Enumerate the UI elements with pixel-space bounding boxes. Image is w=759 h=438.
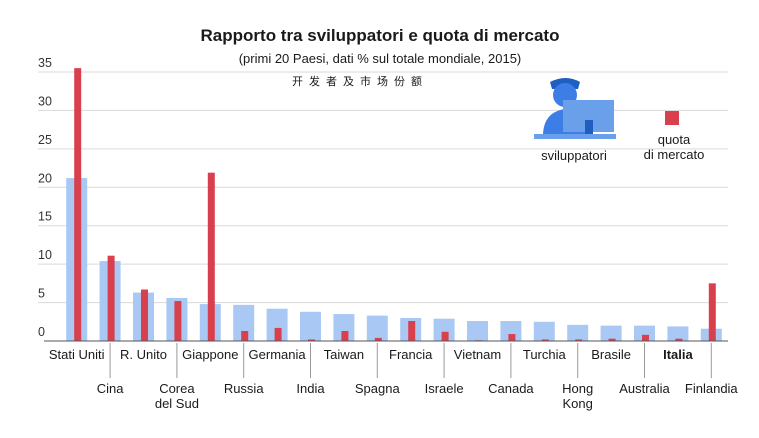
bar-developers [333,314,355,341]
y-tick-label: 0 [38,325,45,339]
x-tick-label: Taiwan [324,347,364,362]
bar-market-share [274,327,282,341]
bar-developers [533,321,555,341]
bar-market-share [308,339,315,341]
bar-market-share [174,301,182,341]
bar-market-share [141,289,148,341]
bar-developers [667,326,689,341]
y-tick-label: 15 [38,210,52,224]
bar-developers [567,324,589,341]
x-tick-label: Russia [224,381,265,396]
x-tick-label: Germania [249,347,307,362]
x-tick-label: Giappone [182,347,238,362]
bar-market-share [374,337,382,341]
bar-market-share [207,172,215,341]
bar-market-share [642,334,649,341]
bar-market-share [408,321,416,341]
x-tick-label: Stati Uniti [49,347,105,362]
y-tick-label: 5 [38,287,45,301]
bar-market-share [341,331,349,341]
legend-market-share-label-line1: quota [658,132,691,147]
x-tick-label: Corea [159,381,195,396]
developer-at-computer-icon [534,78,616,139]
bar-market-share [508,334,516,341]
bar-developers [600,325,622,341]
x-tick-label: Turchia [523,347,567,362]
y-tick-label: 35 [38,56,52,70]
x-tick-label: Hong [562,381,593,396]
legend-developers-label: sviluppatori [541,148,607,163]
x-tick-label: India [296,381,325,396]
x-tick-label: Brasile [591,347,631,362]
x-tick-label: del Sud [155,396,199,411]
chart-subtitle-secondary: 开发者及市场份额 [292,74,428,88]
bar-market-share [675,338,683,341]
legend-market-share-swatch [665,111,679,125]
bar-market-share [575,339,583,341]
bar-developers [366,315,388,341]
x-tick-label: Finlandia [685,381,739,396]
x-tick-label: Israele [425,381,464,396]
bar-market-share [74,68,82,342]
bar-developers [467,321,488,341]
x-tick-label: R. Unito [120,347,167,362]
bar-developers [500,321,522,341]
bar-market-share [708,283,716,341]
x-tick-label: Kong [563,396,593,411]
bar-market-share [541,339,549,341]
chart-subtitle: (primi 20 Paesi, dati % sul totale mondi… [239,51,522,66]
legend: sviluppatori quota di mercato [534,78,704,163]
gridlines [38,71,728,304]
x-tick-label: Cina [97,381,125,396]
y-tick-label: 20 [38,171,52,185]
bar-market-share [441,331,449,341]
bars [66,68,722,342]
y-tick-label: 25 [38,133,52,147]
x-tick-label: Vietnam [454,347,501,362]
bar-developers [233,304,255,341]
bar-developers [266,308,288,341]
x-tick-label: Italia [663,347,693,362]
y-tick-label: 10 [38,248,52,262]
bar-market-share [107,255,115,341]
y-axis-ticks: 0 5 10 15 20 25 30 35 [38,56,52,339]
x-tick-label: Spagna [355,381,401,396]
chart-title: Rapporto tra sviluppatori e quota di mer… [201,26,560,45]
bar-developers [634,325,655,341]
bar-market-share [608,338,616,341]
bar-developers [433,318,455,341]
legend-market-share-label-line2: di mercato [644,147,705,162]
x-tick-label: Australia [619,381,670,396]
x-tick-label: Francia [389,347,433,362]
bar-market-share [241,331,249,341]
y-tick-label: 30 [38,94,52,108]
bar-developers [300,311,321,341]
x-tick-label: Canada [488,381,534,396]
